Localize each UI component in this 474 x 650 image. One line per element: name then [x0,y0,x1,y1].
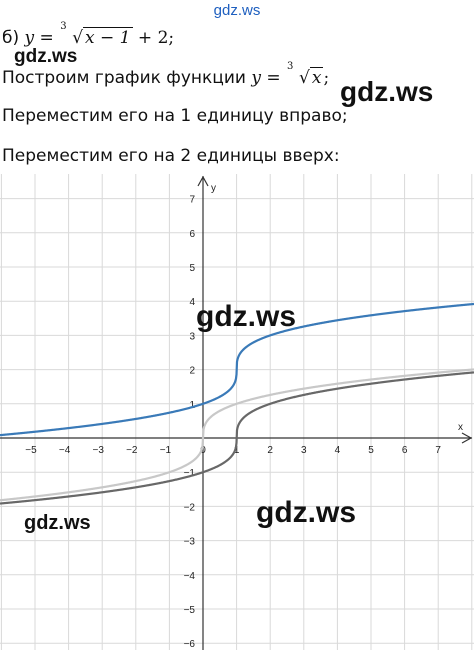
watermark-e: gdz.ws [24,512,91,534]
x-tick-label: −3 [92,445,104,456]
watermark-d: gdz.ws [256,496,357,529]
step1-lhs: y [251,68,261,88]
x-tick-label: −1 [160,445,172,456]
function-graph: x y −5 −4 −3 −2 −1 0 1 2 3 4 5 6 7 −6 −5 −4 −3 −2 −1 1 2 3 4 5 6 7 [0,174,474,650]
y-tick-label: −2 [184,502,196,513]
y-tick-label: −3 [184,537,196,548]
x-tick-label: 0 [200,445,206,456]
formula-tail: + 2; [137,28,175,48]
problem-label: б) [2,28,20,48]
x-tick-label: 6 [402,445,408,456]
y-axis-arrow [197,175,209,187]
series-curve-1 [0,368,474,502]
series-curve-3 [0,302,474,437]
step3-line: Переместим его на 2 единицы вверх: [2,146,340,166]
x-tick-label: 5 [368,445,374,456]
x-tick-label: −4 [59,445,71,456]
step1-cube-root: 3 √ x [287,61,324,88]
root-index: 3 [60,21,67,32]
y-tick-label: −4 [184,571,196,582]
x-axis-label: x [458,422,463,433]
y-tick-label: 3 [189,331,195,342]
x-tick-label: 7 [435,445,441,456]
x-axis-arrow [461,432,473,444]
y-tick-label: 1 [189,400,195,411]
formula-lhs: y [24,28,35,48]
step1-text: Построим график функции [2,68,246,88]
x-tick-label: 3 [301,445,307,456]
x-tick-label: 4 [335,445,341,456]
step1-radicand: x [309,67,324,88]
x-tick-label: −2 [126,445,138,456]
step1-root-index: 3 [287,61,294,72]
problem-line: б) y = 3 √ x − 1 + 2; [2,21,175,48]
y-tick-label: −5 [184,605,196,616]
y-tick-label: 4 [189,297,195,308]
y-tick-label: 6 [189,229,195,240]
problem-formula: y = 3 √ x − 1 + 2; [24,21,175,48]
x-tick-label: 2 [267,445,273,456]
y-tick-label: 5 [189,263,195,274]
watermark-b: gdz.ws [340,76,434,107]
y-tick-label: −1 [184,468,196,479]
step2-line: Переместим его на 1 единицу вправо; [2,106,348,126]
x-tick-label: −5 [25,445,37,456]
step1-tail: ; [323,68,330,88]
y-tick-label: 7 [189,195,195,206]
watermark-a: gdz.ws [14,46,78,67]
series-curve-2 [0,371,474,505]
x-tick-label: 1 [234,445,240,456]
cube-root: 3 √ x − 1 [60,21,133,48]
y-tick-label: 2 [189,366,195,377]
watermark-top[interactable]: gdz.ws [213,2,261,19]
step1-formula: y = 3 √ x; [251,61,330,88]
step1-line: Построим график функции y = 3 √ x; [2,61,330,88]
y-tick-label: −6 [184,639,196,650]
watermark-c: gdz.ws [196,300,297,333]
y-axis-label: y [211,183,216,194]
radicand: x − 1 [83,27,133,48]
